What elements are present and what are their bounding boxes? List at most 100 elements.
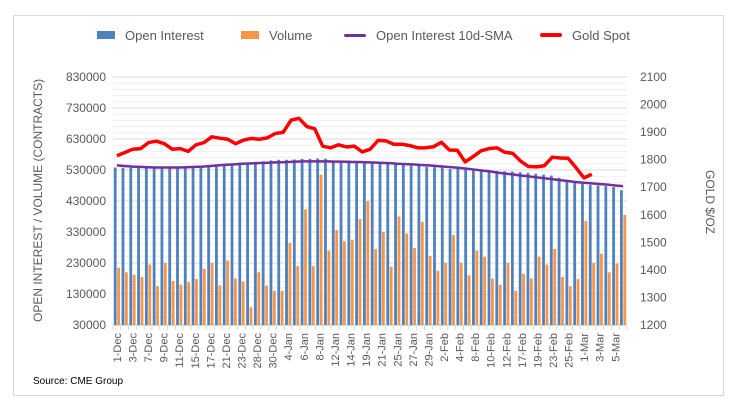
x-tick-label: 3-Dec: [127, 333, 139, 363]
open-interest-bar: [518, 172, 522, 325]
open-interest-bar: [479, 170, 483, 325]
volume-bar: [366, 201, 370, 325]
open-interest-bar: [378, 163, 382, 325]
volume-bar: [140, 276, 144, 325]
volume-bar: [335, 230, 339, 325]
volume-bar: [210, 263, 214, 325]
x-tick-label: 12-Feb: [501, 333, 513, 368]
volume-bar: [553, 249, 557, 325]
y-left-tick-label: 630000: [66, 132, 106, 146]
open-interest-bar: [137, 167, 140, 325]
legend-swatch-oi-sma: [344, 33, 366, 37]
y-left-tick-label: 430000: [66, 194, 106, 208]
open-interest-bar: [339, 161, 343, 325]
open-interest-bar: [487, 170, 491, 325]
y-right-tick-label: 1500: [640, 235, 667, 249]
oi-sma-line: [116, 160, 624, 188]
legend-gold-spot: Gold Spot: [540, 25, 630, 45]
x-tick-label: 23-Feb: [548, 333, 560, 368]
open-interest-bar: [472, 169, 475, 325]
x-tick-label: 25-Jan: [392, 333, 404, 367]
volume-bar: [600, 253, 603, 325]
open-interest-bar: [604, 186, 608, 325]
volume-bar: [561, 276, 564, 325]
open-interest-bar: [409, 164, 413, 325]
open-interest-bar: [417, 165, 421, 325]
open-interest-bar: [199, 166, 203, 325]
x-tick-label: 21-Jan: [377, 333, 389, 367]
x-tick-label: 29-Jan: [423, 333, 435, 367]
y-left-tick-label: 730000: [66, 101, 106, 115]
volume-bar: [358, 218, 362, 325]
open-interest-bar: [222, 164, 226, 325]
y-right-axis-title: GOLD $/OZ: [703, 169, 717, 234]
open-interest-bar: [596, 185, 600, 325]
volume-bar: [234, 278, 237, 325]
legend-label-gold-spot: Gold Spot: [572, 27, 630, 43]
open-interest-bar: [456, 167, 460, 325]
legend-swatch-volume: [241, 31, 259, 39]
volume-bar: [522, 273, 525, 325]
chart-frame: [13, 15, 724, 396]
y-left-tick-label: 830000: [66, 70, 106, 84]
open-interest-bar: [269, 160, 273, 325]
open-interest-bar: [168, 167, 172, 325]
volume-bar: [117, 267, 120, 325]
open-interest-bar: [581, 183, 584, 325]
open-interest-bar: [238, 163, 242, 325]
volume-bar: [327, 250, 331, 325]
x-tick-label: 5-Mar: [610, 333, 622, 362]
volume-bar: [607, 272, 611, 325]
open-interest-bar: [285, 159, 288, 325]
x-tick-label: 7-Dec: [143, 333, 155, 363]
volume-bar: [623, 214, 627, 325]
volume-bar: [311, 266, 315, 325]
open-interest-bar: [176, 168, 179, 325]
volume-bar: [584, 221, 588, 325]
volume-bar: [397, 216, 401, 325]
volume-bar: [459, 263, 463, 325]
open-interest-bar: [464, 168, 468, 325]
volume-bar: [428, 255, 432, 325]
open-interest-bar: [534, 173, 538, 325]
open-interest-bar: [401, 164, 405, 325]
y-left-ticks: 30000 130000 230000 330000 430000 530000 63000…: [66, 70, 106, 332]
y-right-tick-label: 1200: [640, 318, 667, 332]
volume-bar: [187, 282, 191, 325]
volume-bar: [249, 307, 253, 325]
volume-bar: [475, 250, 479, 325]
bars: [113, 158, 627, 325]
volume-bar: [226, 260, 230, 325]
volume-bar: [545, 264, 549, 325]
x-tick-label: 17-Dec: [205, 333, 217, 369]
volume-bar: [374, 249, 377, 325]
y-right-tick-label: 2100: [640, 70, 667, 84]
open-interest-bar: [510, 171, 514, 325]
y-left-tick-label: 130000: [66, 287, 106, 301]
y-right-tick-label: 1300: [640, 290, 667, 304]
open-interest-bar: [121, 167, 125, 325]
x-tick-label: 23-Dec: [237, 333, 249, 369]
open-interest-bar: [542, 174, 545, 325]
x-tick-label: 10-Feb: [486, 333, 498, 368]
volume-bar: [179, 284, 183, 325]
volume-bar: [483, 256, 487, 325]
y-right-tick-label: 1700: [640, 180, 667, 194]
volume-bar: [319, 174, 323, 325]
open-interest-bar: [386, 163, 390, 325]
volume-bar: [272, 290, 276, 325]
legend-swatch-open-interest: [97, 31, 115, 39]
x-tick-label: 14-Jan: [346, 333, 358, 367]
x-tick-label: 9-Dec: [159, 333, 171, 363]
volume-bar: [163, 263, 167, 325]
x-tick-label: 1-Dec: [112, 333, 124, 363]
volume-bar: [241, 281, 245, 325]
volume-bar: [491, 278, 494, 325]
volume-bar: [257, 272, 261, 325]
y-left-tick-label: 330000: [66, 225, 106, 239]
x-tick-label: 17-Feb: [517, 333, 529, 368]
open-interest-bar: [573, 181, 577, 325]
x-tick-label: 8-Feb: [470, 333, 482, 362]
x-tick-label: 11-Dec: [174, 333, 186, 368]
